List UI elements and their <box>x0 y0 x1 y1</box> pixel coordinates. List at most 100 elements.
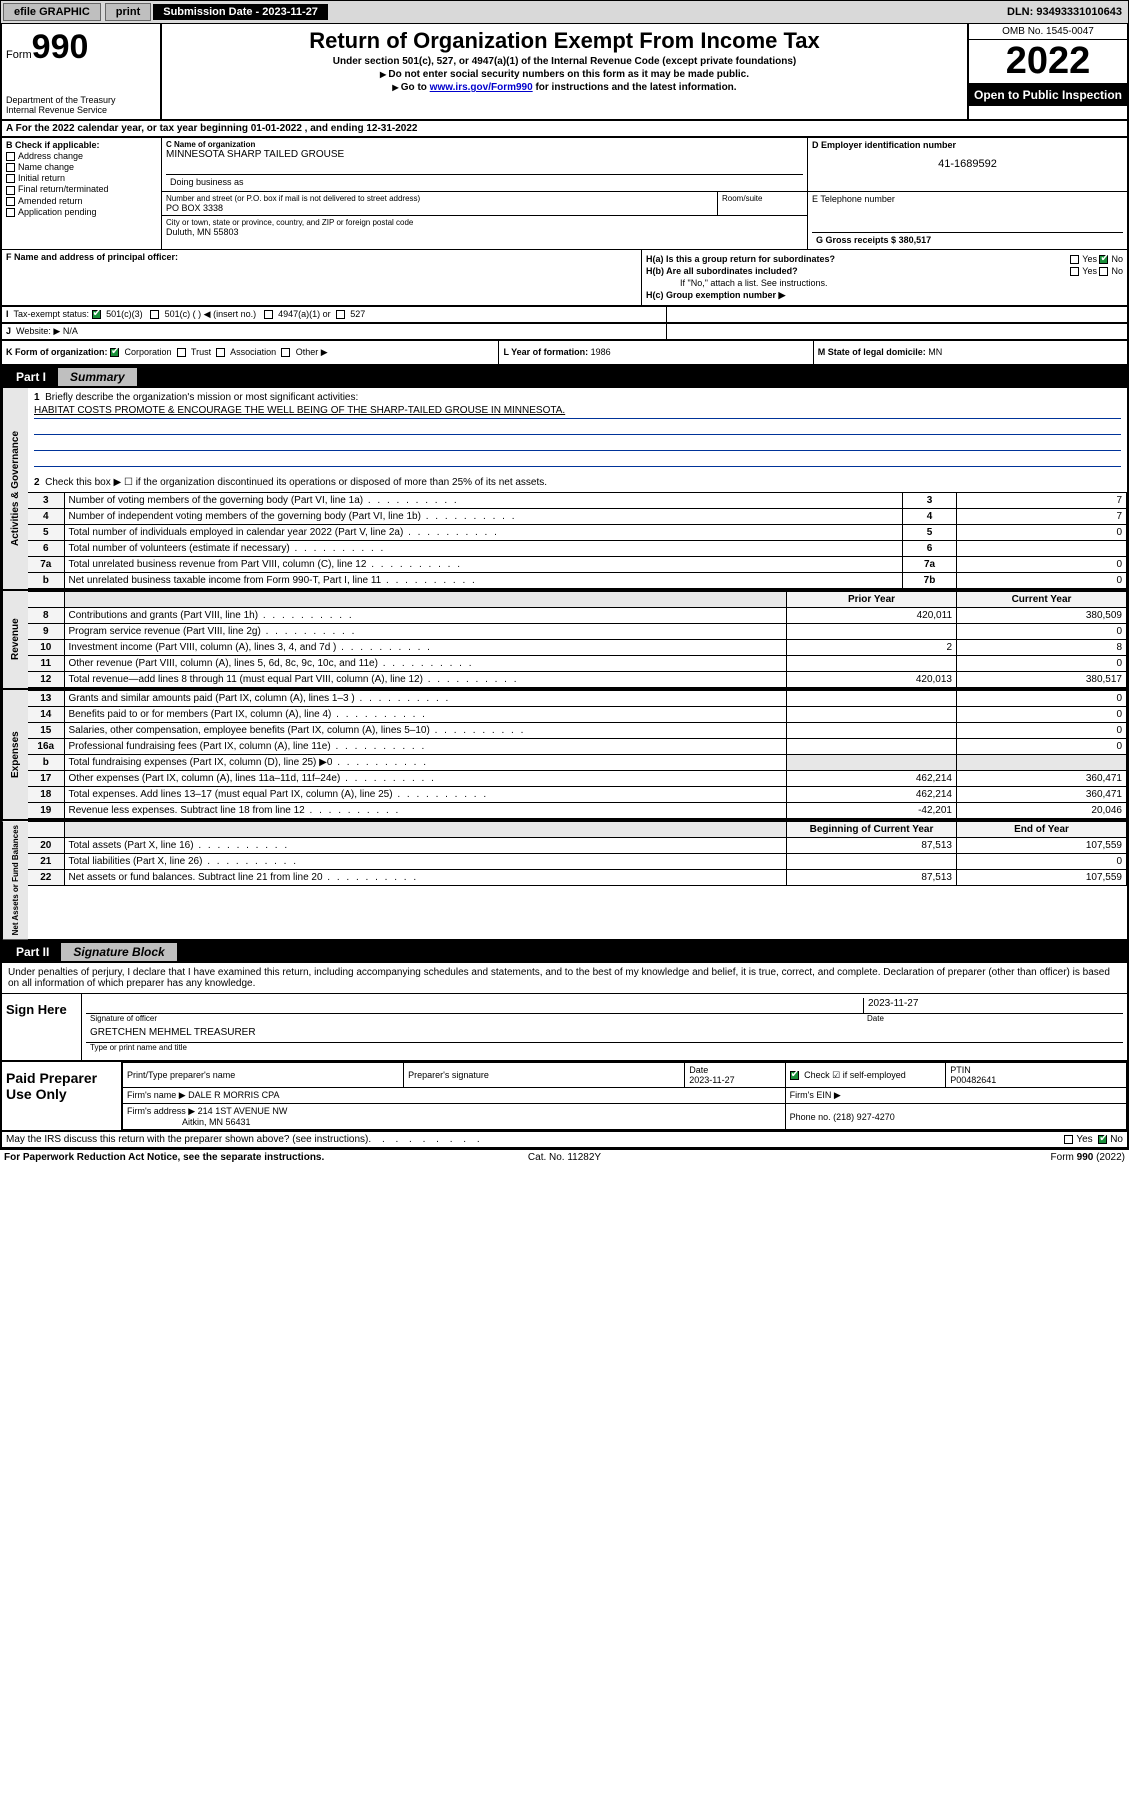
sig-name-caption: Type or print name and title <box>86 1043 1123 1056</box>
group-return-cell: H(a) Is this a group return for subordin… <box>642 250 1127 305</box>
firm-addr2: Aitkin, MN 56431 <box>182 1117 251 1127</box>
subtitle-1: Under section 501(c), 527, or 4947(a)(1)… <box>170 56 959 67</box>
table-row: 11 Other revenue (Part VIII, column (A),… <box>28 656 1127 672</box>
row-a-mid: , and ending <box>305 123 367 134</box>
room-cell: Room/suite <box>717 192 807 215</box>
chk-amended[interactable]: Amended return <box>6 196 157 206</box>
chk-other[interactable] <box>281 348 290 357</box>
irs-label: Internal Revenue Service <box>6 105 156 115</box>
state-domicile: M State of legal domicile: MN <box>814 341 1127 364</box>
part2-title: Signature Block <box>61 943 176 961</box>
org-name-label: C Name of organization <box>166 140 803 149</box>
gross-receipts-value: 380,517 <box>899 235 932 245</box>
chk-501c3[interactable] <box>92 310 101 319</box>
form-header: Form990 Department of the Treasury Inter… <box>0 24 1129 121</box>
form-number: Form990 <box>6 28 156 67</box>
irs-link[interactable]: www.irs.gov/Form990 <box>430 82 533 93</box>
chk-association[interactable] <box>216 348 225 357</box>
form-990-number: 990 <box>32 28 89 66</box>
page-title: Return of Organization Exempt From Incom… <box>170 28 959 54</box>
table-row: 20 Total assets (Part X, line 16) 87,513… <box>28 838 1127 854</box>
firm-name-val: DALE R MORRIS CPA <box>188 1090 279 1100</box>
sub3-post: for instructions and the latest informat… <box>533 82 737 93</box>
table-row: 14 Benefits paid to or for members (Part… <box>28 707 1127 723</box>
city-label: City or town, state or province, country… <box>166 218 803 227</box>
telephone-cell: E Telephone number G Gross receipts $ 38… <box>807 192 1127 249</box>
chk-address-change[interactable]: Address change <box>6 151 157 161</box>
firm-name-lbl: Firm's name ▶ <box>127 1090 186 1100</box>
city-value: Duluth, MN 55803 <box>166 227 803 237</box>
f-label: F Name and address of principal officer: <box>6 252 178 262</box>
ptin-hdr: PTIN <box>950 1065 971 1075</box>
q1-label: Briefly describe the organization's miss… <box>45 392 358 403</box>
street-value: PO BOX 3338 <box>166 203 713 213</box>
form-header-right: OMB No. 1545-0047 2022 Open to Public In… <box>967 24 1127 119</box>
efile-graphic-button[interactable]: efile GRAPHIC <box>3 3 101 21</box>
open-public-inspection: Open to Public Inspection <box>969 84 1127 106</box>
k-label: K Form of organization: <box>6 347 108 357</box>
table-row: 19 Revenue less expenses. Subtract line … <box>28 803 1127 819</box>
chk-final-return[interactable]: Final return/terminated <box>6 184 157 194</box>
chk-name-change[interactable]: Name change <box>6 162 157 172</box>
form-header-mid: Return of Organization Exempt From Incom… <box>162 24 967 119</box>
row-a-end: 12-31-2022 <box>366 123 417 134</box>
table-row: 5 Total number of individuals employed i… <box>28 525 1127 541</box>
part2-label: Part II <box>8 945 57 959</box>
table-row: 8 Contributions and grants (Part VIII, l… <box>28 608 1127 624</box>
city-cell: City or town, state or province, country… <box>162 216 807 239</box>
form-prefix: Form <box>6 49 32 61</box>
row-j: J Website: ▶ N/A <box>0 324 1129 341</box>
section-net-assets: Net Assets or Fund Balances Beginning of… <box>0 821 1129 941</box>
section-expenses: Expenses 13 Grants and similar amounts p… <box>0 690 1129 821</box>
paid-preparer-label: Paid Preparer Use Only <box>2 1062 122 1130</box>
q2-label: Check this box ▶ ☐ if the organization d… <box>45 477 547 488</box>
block-identity: B Check if applicable: Address change Na… <box>0 138 1129 249</box>
footer-mid: Cat. No. 11282Y <box>378 1152 752 1163</box>
firm-addr-lbl: Firm's address ▶ <box>127 1106 195 1116</box>
sub3-pre: Go to <box>401 82 430 93</box>
tax-exempt-label: Tax-exempt status: <box>14 309 90 319</box>
org-name-value: MINNESOTA SHARP TAILED GROUSE <box>166 149 803 160</box>
subtitle-2: Do not enter social security numbers on … <box>170 69 959 80</box>
table-row: 22 Net assets or fund balances. Subtract… <box>28 870 1127 886</box>
table-row: 4 Number of independent voting members o… <box>28 509 1127 525</box>
gross-receipts-label: G Gross receipts $ <box>816 235 896 245</box>
chk-trust[interactable] <box>177 348 186 357</box>
governance-table: 3 Number of voting members of the govern… <box>28 492 1127 589</box>
row-a-pre: A For the 2022 calendar year, or tax yea… <box>6 123 251 134</box>
footer-right: Form 990 (2022) <box>751 1152 1125 1163</box>
telephone-label: E Telephone number <box>812 194 1123 204</box>
chk-527[interactable] <box>336 310 345 319</box>
chk-self-employed[interactable] <box>790 1071 799 1080</box>
sign-here-label: Sign Here <box>2 994 82 1060</box>
street-label: Number and street (or P.O. box if mail i… <box>166 194 713 203</box>
chk-app-pending[interactable]: Application pending <box>6 207 157 217</box>
tax-year: 2022 <box>969 40 1127 84</box>
self-employed-label: Check ☑ if self-employed <box>804 1070 906 1080</box>
tab-revenue: Revenue <box>2 591 28 688</box>
chk-4947[interactable] <box>264 310 273 319</box>
address-block: Number and street (or P.O. box if mail i… <box>162 192 807 249</box>
table-row: 21 Total liabilities (Part X, line 26) 0 <box>28 854 1127 870</box>
chk-corporation[interactable] <box>110 348 119 357</box>
row-i: I Tax-exempt status: 501(c)(3) 501(c) ( … <box>0 307 1129 324</box>
tab-net-assets: Net Assets or Fund Balances <box>2 821 28 939</box>
part1-label: Part I <box>8 370 54 384</box>
footer-left: For Paperwork Reduction Act Notice, see … <box>4 1152 378 1163</box>
omb-number: OMB No. 1545-0047 <box>969 24 1127 40</box>
form-of-org: K Form of organization: Corporation Trus… <box>2 341 499 364</box>
m-label: M State of legal domicile: <box>818 347 926 357</box>
chk-501c[interactable] <box>150 310 159 319</box>
col-b-checkboxes: B Check if applicable: Address change Na… <box>2 138 162 249</box>
q1-value: HABITAT COSTS PROMOTE & ENCOURAGE THE WE… <box>34 405 565 416</box>
signature-block: Under penalties of perjury, I declare th… <box>0 963 1129 1062</box>
print-button[interactable]: print <box>105 3 151 21</box>
section-governance: Activities & Governance 1 Briefly descri… <box>0 388 1129 591</box>
table-row: 6 Total number of volunteers (estimate i… <box>28 541 1127 557</box>
table-row: 15 Salaries, other compensation, employe… <box>28 723 1127 739</box>
prep-name-hdr: Print/Type preparer's name <box>123 1063 404 1088</box>
chk-initial-return[interactable]: Initial return <box>6 173 157 183</box>
irs-discuss-label: May the IRS discuss this return with the… <box>6 1134 368 1145</box>
part1-header: Part I Summary <box>0 366 1129 388</box>
irs-discuss-row: May the IRS discuss this return with the… <box>0 1132 1129 1149</box>
